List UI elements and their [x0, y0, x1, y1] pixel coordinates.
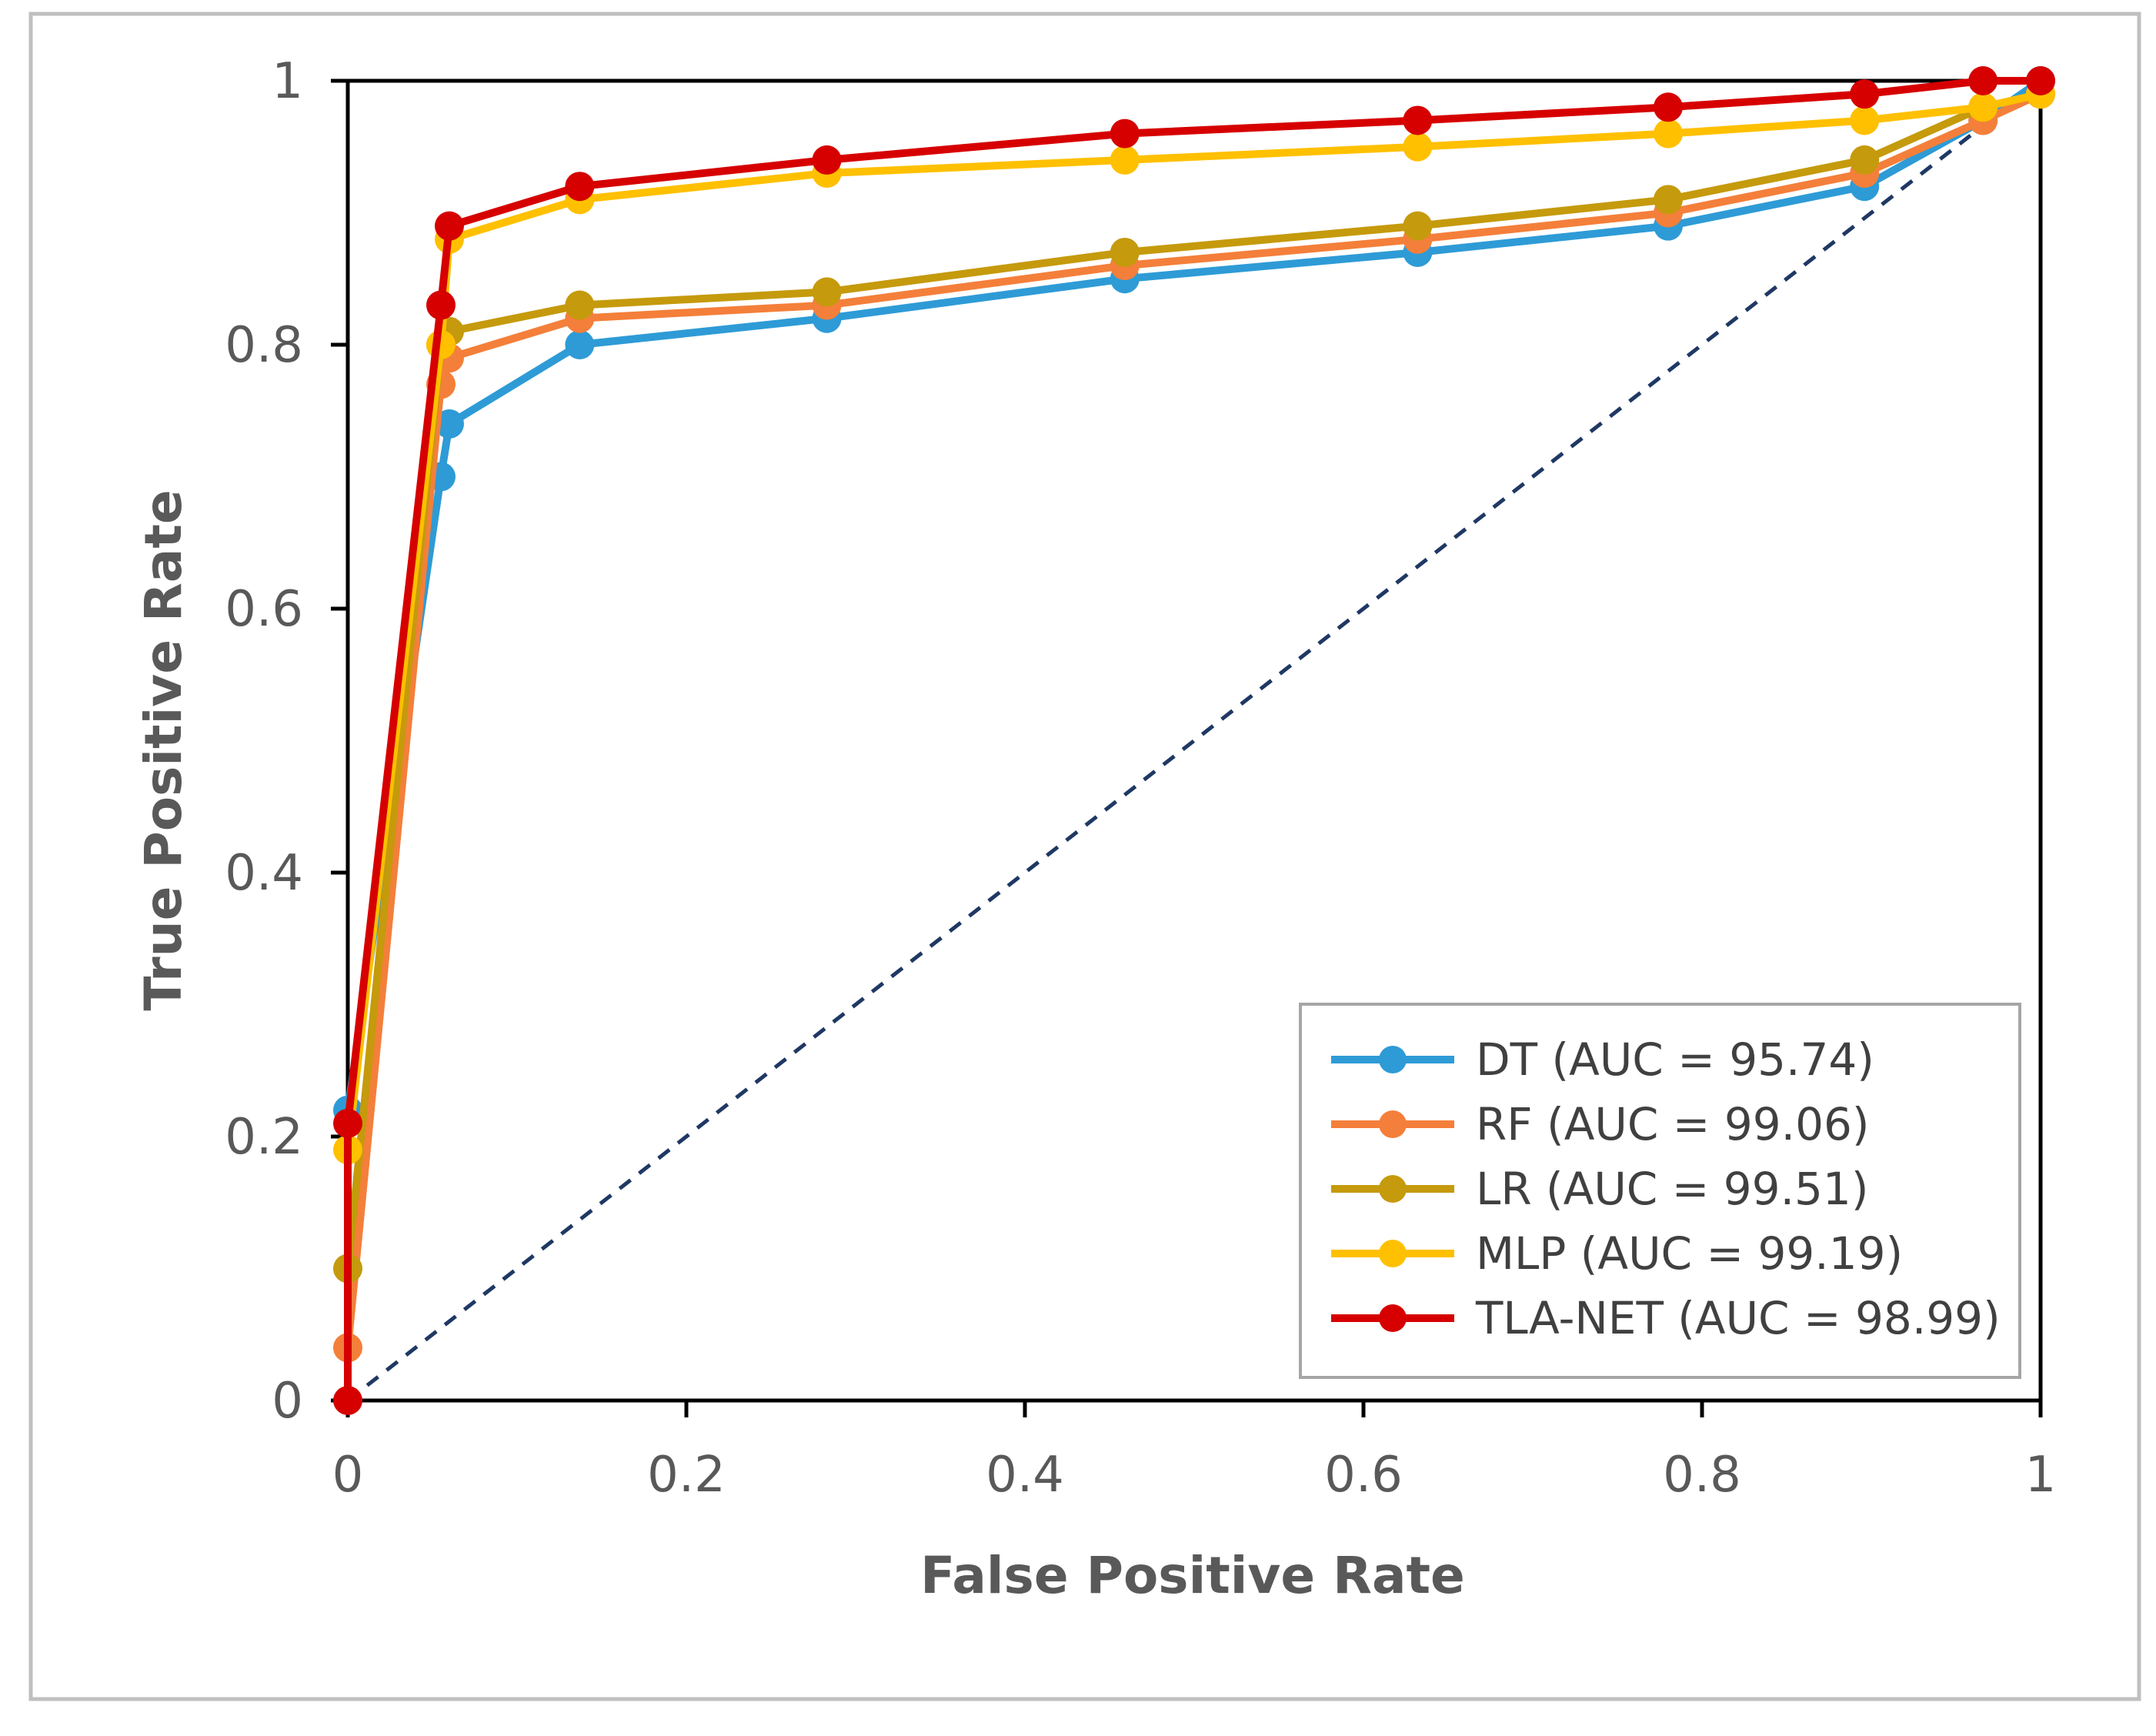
series-tla-net — [333, 66, 2055, 1415]
legend-label-lr: LR (AUC = 99.51) — [1476, 1163, 1868, 1215]
legend-swatch-marker-rf — [1379, 1110, 1407, 1138]
x-tick-label: 0.2 — [647, 1447, 726, 1504]
data-point-tla-net — [333, 1386, 362, 1415]
x-tick-label: 0.4 — [986, 1447, 1064, 1504]
data-point-tla-net — [333, 1108, 362, 1138]
y-tick-label: 1 — [272, 53, 303, 110]
y-tick-label: 0.8 — [225, 317, 303, 374]
legend-swatch-marker-tla-net — [1379, 1304, 1407, 1332]
y-tick-label: 0.6 — [225, 581, 303, 638]
diagonal-reference-line — [346, 79, 2042, 1402]
legend-label-mlp: MLP (AUC = 99.19) — [1476, 1227, 1903, 1280]
data-point-tla-net — [1110, 119, 1140, 149]
data-point-mlp — [1850, 105, 1880, 135]
x-tick-label: 1 — [2025, 1447, 2057, 1504]
data-point-tla-net — [1403, 105, 1433, 135]
legend-swatch-marker-dt — [1379, 1046, 1407, 1073]
data-point-mlp — [1654, 119, 1683, 149]
data-point-mlp — [1968, 92, 1998, 122]
data-point-tla-net — [426, 290, 456, 320]
x-tick-label: 0.8 — [1663, 1447, 1741, 1504]
data-point-tla-net — [812, 145, 842, 175]
data-point-tla-net — [2026, 66, 2055, 95]
series-line-tla-net — [344, 77, 2044, 1404]
data-point-tla-net — [565, 172, 595, 202]
data-point-lr — [1110, 237, 1140, 267]
legend-swatch-marker-mlp — [1379, 1240, 1407, 1267]
data-point-dt — [435, 409, 464, 439]
data-point-mlp — [1110, 145, 1140, 175]
data-point-mlp — [1403, 132, 1433, 162]
data-point-dt — [565, 330, 595, 359]
data-point-lr — [1654, 185, 1683, 215]
data-point-lr — [1403, 211, 1433, 241]
data-point-lr — [1850, 145, 1880, 175]
data-point-tla-net — [1850, 79, 1880, 109]
y-tick-label: 0 — [272, 1373, 303, 1430]
legend-swatch-marker-lr — [1379, 1175, 1407, 1203]
y-axis-title: True Positive Rate — [134, 489, 193, 1010]
legend-label-dt: DT (AUC = 95.74) — [1476, 1033, 1874, 1086]
axis-ticks: 0 0.2 0.4 0.6 0.8 1 0 0.2 0.4 0.6 0.8 1 — [225, 53, 2056, 1504]
series-group — [333, 66, 2055, 1415]
data-point-lr — [565, 290, 595, 320]
legend-label-tla-net: TLA-NET (AUC = 98.99) — [1475, 1292, 2001, 1344]
x-tick-label: 0 — [332, 1447, 364, 1504]
data-point-tla-net — [1654, 92, 1683, 122]
legend-label-rf: RF (AUC = 99.06) — [1476, 1098, 1870, 1150]
x-axis-title: False Positive Rate — [920, 1546, 1465, 1605]
y-tick-label: 0.4 — [225, 845, 303, 902]
y-tick-label: 0.2 — [225, 1109, 303, 1166]
data-point-tla-net — [1968, 66, 1998, 95]
x-tick-label: 0.6 — [1324, 1447, 1403, 1504]
data-point-lr — [812, 277, 842, 307]
data-point-tla-net — [435, 211, 464, 241]
legend: DT (AUC = 95.74) RF (AUC = 99.06) LR (AUC … — [1299, 1003, 2021, 1379]
